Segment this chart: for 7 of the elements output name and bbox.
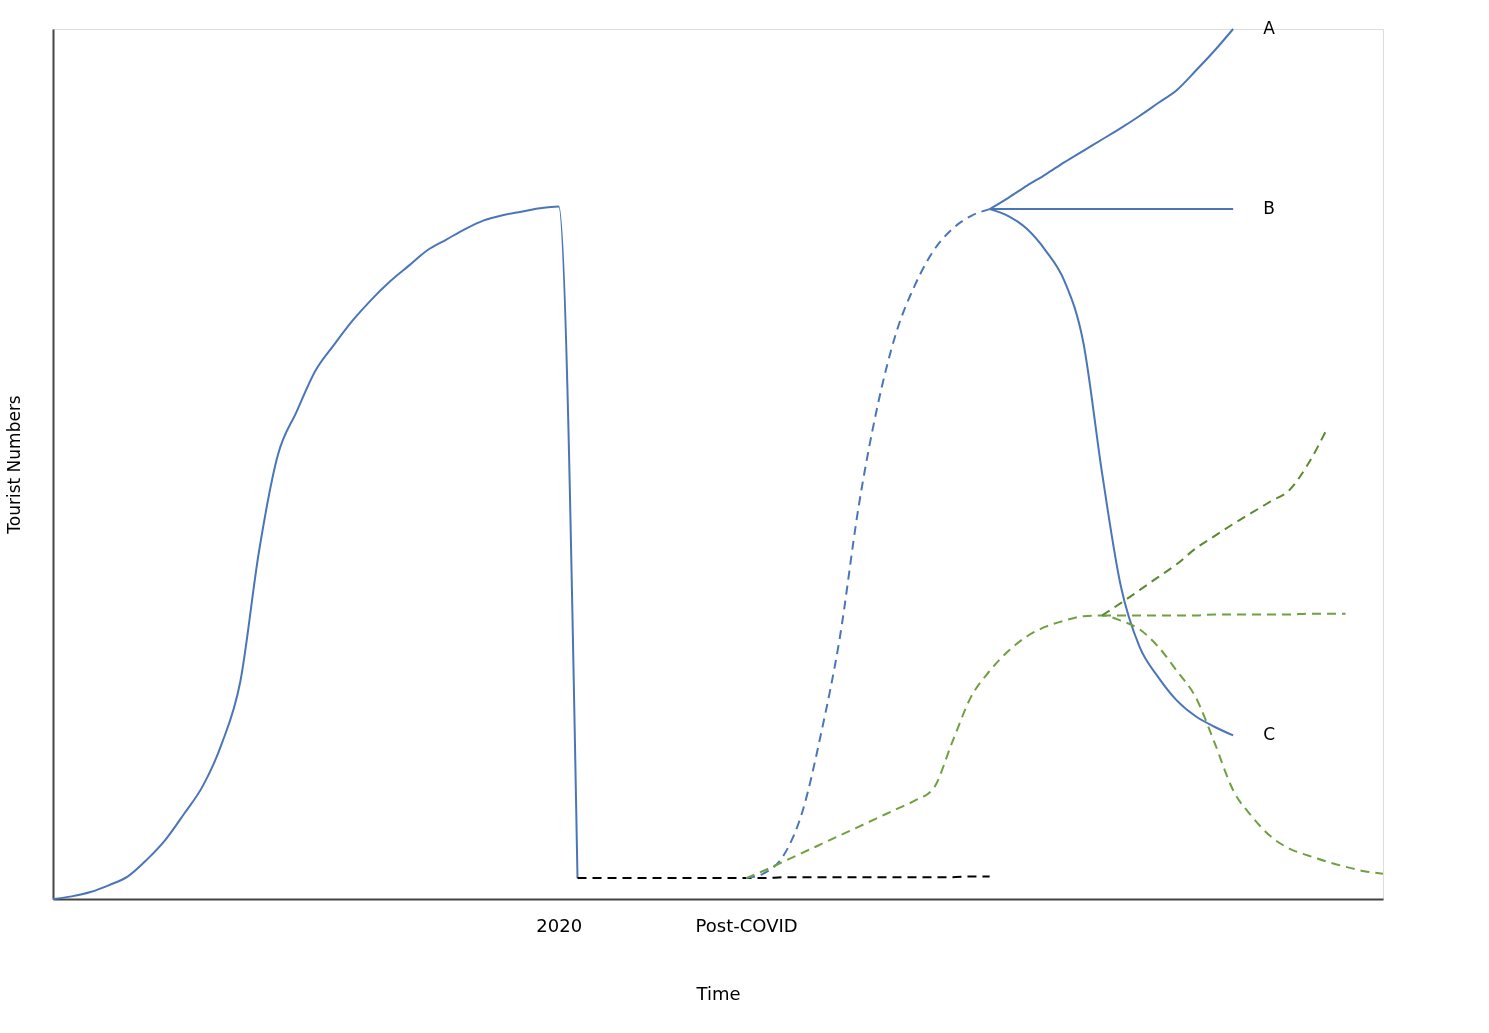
series-label: A bbox=[1263, 18, 1276, 38]
x-axis-title: Time bbox=[695, 982, 741, 1004]
series-label: C bbox=[1263, 724, 1276, 745]
series-label: B bbox=[1263, 198, 1275, 219]
x-tick-label: 2020 bbox=[536, 914, 583, 936]
y-axis-title: Tourist Numbers bbox=[3, 395, 24, 535]
x-tick-label: Post-COVID bbox=[695, 914, 798, 936]
